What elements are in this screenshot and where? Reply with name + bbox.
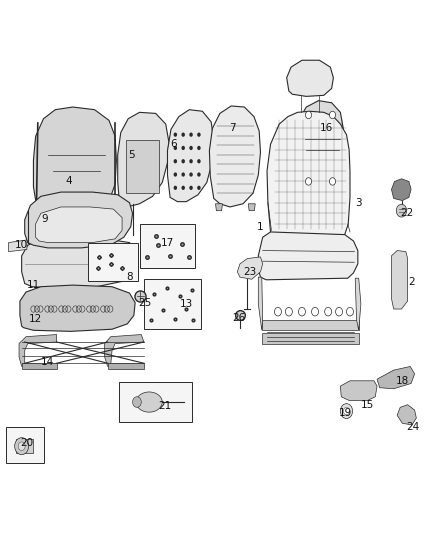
Circle shape	[197, 172, 201, 176]
Text: 19: 19	[339, 408, 352, 418]
Circle shape	[396, 204, 407, 217]
Polygon shape	[237, 257, 263, 279]
Circle shape	[197, 133, 201, 137]
Circle shape	[14, 438, 28, 455]
Text: 20: 20	[20, 438, 33, 448]
Circle shape	[173, 133, 177, 137]
Polygon shape	[20, 285, 135, 332]
Circle shape	[340, 403, 353, 418]
FancyBboxPatch shape	[119, 382, 192, 422]
Text: 14: 14	[41, 357, 54, 367]
FancyBboxPatch shape	[88, 243, 138, 281]
Text: 7: 7	[229, 123, 235, 133]
Polygon shape	[340, 381, 377, 400]
Circle shape	[305, 177, 311, 185]
Circle shape	[329, 177, 336, 185]
Polygon shape	[118, 112, 169, 207]
Circle shape	[173, 172, 177, 176]
Polygon shape	[9, 240, 27, 252]
Circle shape	[181, 146, 185, 150]
FancyBboxPatch shape	[144, 279, 201, 329]
Polygon shape	[35, 207, 122, 243]
Circle shape	[181, 172, 185, 176]
Polygon shape	[392, 179, 411, 200]
Polygon shape	[295, 101, 343, 193]
Circle shape	[305, 111, 311, 119]
Circle shape	[181, 133, 185, 137]
Circle shape	[189, 133, 193, 137]
Text: 23: 23	[243, 267, 256, 277]
Text: 15: 15	[361, 400, 374, 410]
Circle shape	[343, 407, 350, 415]
Text: 8: 8	[126, 272, 133, 282]
Text: 3: 3	[355, 198, 362, 208]
Text: 22: 22	[400, 208, 413, 219]
Text: 11: 11	[27, 280, 40, 290]
Polygon shape	[108, 364, 144, 368]
Polygon shape	[262, 333, 359, 344]
Circle shape	[197, 159, 201, 164]
Polygon shape	[267, 111, 350, 236]
Polygon shape	[21, 364, 57, 368]
Polygon shape	[167, 110, 214, 201]
Text: 9: 9	[41, 214, 48, 224]
Polygon shape	[19, 335, 57, 367]
Polygon shape	[25, 192, 133, 248]
Text: 4: 4	[65, 176, 72, 187]
Text: 13: 13	[180, 298, 193, 309]
Polygon shape	[248, 204, 255, 211]
Circle shape	[133, 397, 141, 407]
Text: 10: 10	[15, 240, 28, 250]
Text: 25: 25	[138, 297, 152, 308]
Polygon shape	[262, 320, 359, 330]
Circle shape	[329, 111, 336, 119]
Polygon shape	[215, 204, 223, 211]
Polygon shape	[209, 106, 261, 207]
Polygon shape	[287, 60, 333, 96]
Polygon shape	[258, 277, 263, 330]
Circle shape	[173, 159, 177, 164]
Polygon shape	[258, 232, 358, 280]
Polygon shape	[105, 335, 144, 367]
Circle shape	[189, 146, 193, 150]
FancyBboxPatch shape	[16, 439, 33, 453]
Circle shape	[197, 146, 201, 150]
FancyBboxPatch shape	[140, 224, 195, 268]
Text: 5: 5	[128, 150, 135, 160]
Circle shape	[189, 172, 193, 176]
Polygon shape	[21, 237, 137, 288]
Text: 16: 16	[319, 123, 332, 133]
FancyBboxPatch shape	[127, 140, 159, 193]
Text: 18: 18	[396, 376, 409, 386]
Polygon shape	[33, 107, 117, 213]
Circle shape	[181, 159, 185, 164]
Circle shape	[181, 185, 185, 190]
Text: 12: 12	[29, 313, 42, 324]
Polygon shape	[377, 367, 415, 389]
Text: 26: 26	[232, 313, 245, 323]
Polygon shape	[397, 405, 417, 425]
Circle shape	[173, 185, 177, 190]
Text: 21: 21	[158, 401, 171, 411]
Circle shape	[189, 159, 193, 164]
Text: 1: 1	[257, 222, 264, 232]
Text: 24: 24	[406, 422, 420, 432]
Circle shape	[173, 146, 177, 150]
Circle shape	[197, 185, 201, 190]
Text: 17: 17	[161, 238, 174, 247]
Polygon shape	[355, 278, 361, 330]
Ellipse shape	[136, 392, 162, 412]
Polygon shape	[392, 251, 408, 309]
Text: 2: 2	[408, 278, 414, 287]
Text: 6: 6	[170, 139, 177, 149]
FancyBboxPatch shape	[6, 427, 44, 463]
Circle shape	[189, 185, 193, 190]
Circle shape	[18, 442, 25, 450]
